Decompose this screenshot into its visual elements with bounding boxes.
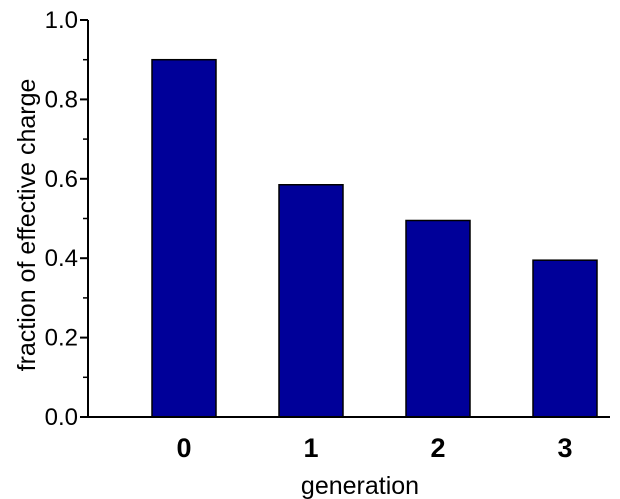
y-tick-label: 0.4 [45,245,78,272]
y-tick-label: 0.2 [45,325,78,352]
bar-1 [278,184,344,418]
y-tick-label: 0.6 [45,166,78,193]
y-axis-label: fraction of effective charge [13,79,41,372]
y-tick-label: 1.0 [45,7,78,34]
y-axis-ticks: 0.0 0.2 0.4 0.6 0.8 1.0 [45,7,88,431]
bar-0 [151,58,217,418]
x-axis-tick-labels: 0 1 2 3 [176,433,572,463]
x-axis-label: generation [301,472,419,499]
y-tick-label: 0.8 [45,86,78,113]
y-tick-label: 0.0 [45,404,78,431]
x-tick-label: 2 [430,433,445,463]
x-tick-label: 3 [557,433,572,463]
bars [151,58,598,418]
bar-2 [405,219,471,418]
x-tick-label: 1 [303,433,318,463]
bar-3 [532,259,598,418]
x-tick-label: 0 [176,433,191,463]
